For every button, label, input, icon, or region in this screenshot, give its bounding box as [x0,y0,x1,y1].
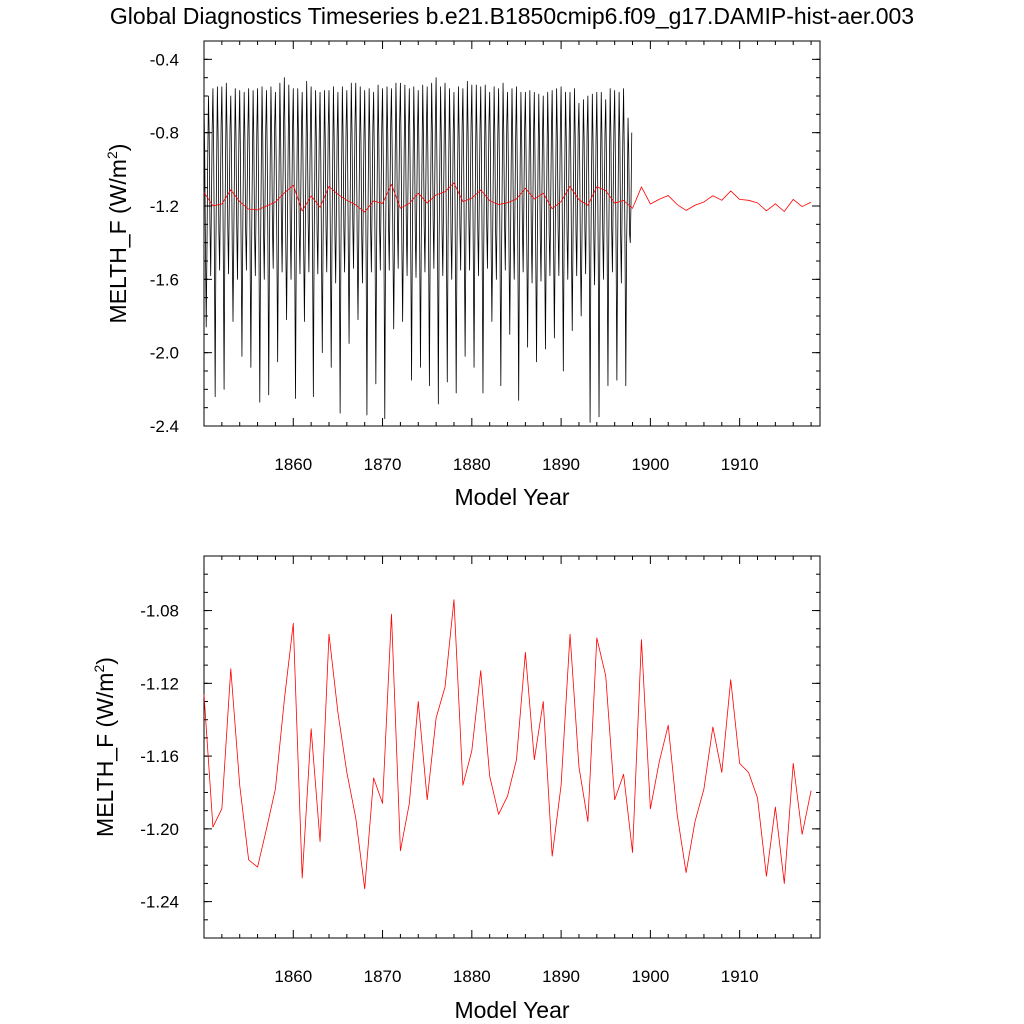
x-axis-label: Model Year [454,997,569,1023]
y-tick-label: -1.12 [140,674,179,693]
x-tick-label: 1860 [274,967,312,986]
x-tick-label: 1870 [364,967,402,986]
x-axis-label: Model Year [454,484,569,510]
y-tick-label: -1.2 [150,197,179,216]
y-tick-label: -1.20 [140,820,179,839]
plot-frame [203,555,821,939]
x-tick-label: 1910 [721,967,759,986]
x-tick-label: 1880 [453,455,491,474]
y-tick-label: -1.16 [140,747,179,766]
y-tick-label: -0.4 [150,50,179,69]
x-tick-label: 1870 [364,455,402,474]
y-tick-label: -1.24 [140,893,179,912]
y-axis-label: MELTH_F (W/m2) [104,144,131,324]
y-tick-label: -1.6 [150,270,179,289]
figure-title: Global Diagnostics Timeseries b.e21.B185… [110,3,914,29]
y-tick-label: -1.08 [140,602,179,621]
x-tick-label: 1890 [542,455,580,474]
x-tick-label: 1900 [631,455,669,474]
x-tick-label: 1860 [274,455,312,474]
monthly-line [203,77,633,423]
x-tick-label: 1880 [453,967,491,986]
x-tick-label: 1890 [542,967,580,986]
x-tick-label: 1900 [631,967,669,986]
y-axis-label: MELTH_F (W/m2) [91,657,118,837]
top-timeseries-plot: 1860 1870 1880 1890 1900 1910 -0.4 -0.8 -1.2 -1.6… [104,40,821,510]
annual-mean-line [203,182,812,213]
x-tick-label: 1910 [721,455,759,474]
y-tick-label: -2.4 [150,417,179,436]
bottom-annual-mean-plot: 1860 1870 1880 1890 1900 1910 -1.08 -1.12 -1.16 -… [91,555,821,1023]
plot-frame [203,40,821,427]
annual-mean-line [203,599,812,890]
y-tick-label: -0.8 [150,124,179,143]
y-tick-label: -2.0 [150,344,179,363]
